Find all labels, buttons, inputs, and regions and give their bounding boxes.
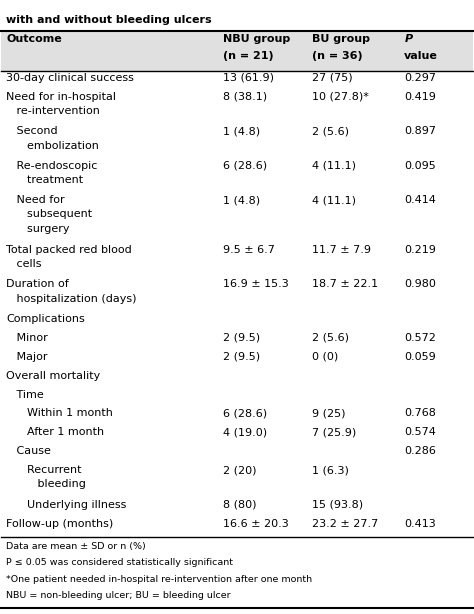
Text: 10 (27.8)*: 10 (27.8)* bbox=[312, 92, 369, 102]
Text: 30-day clinical success: 30-day clinical success bbox=[6, 73, 134, 83]
Text: 0.095: 0.095 bbox=[404, 161, 436, 171]
Text: 2 (9.5): 2 (9.5) bbox=[223, 333, 260, 343]
Bar bbox=[1, 31, 473, 71]
Text: 15 (93.8): 15 (93.8) bbox=[312, 500, 364, 510]
Text: re-intervention: re-intervention bbox=[6, 106, 100, 116]
Text: with and without bleeding ulcers: with and without bleeding ulcers bbox=[6, 15, 212, 25]
Text: After 1 month: After 1 month bbox=[6, 427, 104, 437]
Text: Duration of: Duration of bbox=[6, 279, 69, 289]
Text: 0.574: 0.574 bbox=[404, 427, 436, 437]
Text: Need for in-hospital: Need for in-hospital bbox=[6, 92, 116, 102]
Text: BU group: BU group bbox=[312, 34, 370, 44]
Text: 1 (6.3): 1 (6.3) bbox=[312, 465, 349, 475]
Text: 6 (28.6): 6 (28.6) bbox=[223, 408, 267, 418]
Text: 16.9 ± 15.3: 16.9 ± 15.3 bbox=[223, 279, 289, 289]
Text: 27 (75): 27 (75) bbox=[312, 73, 353, 83]
Text: Underlying illness: Underlying illness bbox=[6, 500, 127, 510]
Text: Recurrent: Recurrent bbox=[6, 465, 82, 475]
Text: surgery: surgery bbox=[6, 223, 70, 233]
Text: 9.5 ± 6.7: 9.5 ± 6.7 bbox=[223, 245, 275, 255]
Text: Within 1 month: Within 1 month bbox=[6, 408, 113, 418]
Text: 0.572: 0.572 bbox=[404, 333, 436, 343]
Text: Follow-up (months): Follow-up (months) bbox=[6, 518, 113, 529]
Text: Cause: Cause bbox=[6, 446, 51, 456]
Text: P: P bbox=[404, 34, 412, 44]
Text: 11.7 ± 7.9: 11.7 ± 7.9 bbox=[312, 245, 372, 255]
Text: Time: Time bbox=[6, 389, 44, 400]
Text: 0.980: 0.980 bbox=[404, 279, 436, 289]
Text: 1 (4.8): 1 (4.8) bbox=[223, 195, 260, 205]
Text: 2 (9.5): 2 (9.5) bbox=[223, 352, 260, 362]
Text: 8 (38.1): 8 (38.1) bbox=[223, 92, 267, 102]
Text: P ≤ 0.05 was considered statistically significant: P ≤ 0.05 was considered statistically si… bbox=[6, 558, 233, 567]
Text: 0.897: 0.897 bbox=[404, 126, 436, 136]
Text: 0.419: 0.419 bbox=[404, 92, 436, 102]
Text: 18.7 ± 22.1: 18.7 ± 22.1 bbox=[312, 279, 379, 289]
Text: 0 (0): 0 (0) bbox=[312, 352, 338, 362]
Text: Re-endoscopic: Re-endoscopic bbox=[6, 161, 98, 171]
Text: 8 (80): 8 (80) bbox=[223, 500, 256, 510]
Text: 0.286: 0.286 bbox=[404, 446, 436, 456]
Text: hospitalization (days): hospitalization (days) bbox=[6, 293, 137, 304]
Text: 2 (5.6): 2 (5.6) bbox=[312, 126, 349, 136]
Text: Data are mean ± SD or n (%): Data are mean ± SD or n (%) bbox=[6, 542, 146, 551]
Text: 0.297: 0.297 bbox=[404, 73, 436, 83]
Text: 2 (5.6): 2 (5.6) bbox=[312, 333, 349, 343]
Text: *One patient needed in-hospital re-intervention after one month: *One patient needed in-hospital re-inter… bbox=[6, 575, 312, 584]
Text: Major: Major bbox=[6, 352, 47, 362]
Text: Second: Second bbox=[6, 126, 58, 136]
Text: Overall mortality: Overall mortality bbox=[6, 371, 100, 381]
Text: 16.6 ± 20.3: 16.6 ± 20.3 bbox=[223, 518, 289, 529]
Text: 4 (19.0): 4 (19.0) bbox=[223, 427, 267, 437]
Text: treatment: treatment bbox=[6, 175, 83, 185]
Text: cells: cells bbox=[6, 259, 42, 270]
Text: 0.413: 0.413 bbox=[404, 518, 436, 529]
Text: 23.2 ± 27.7: 23.2 ± 27.7 bbox=[312, 518, 379, 529]
Text: 4 (11.1): 4 (11.1) bbox=[312, 161, 356, 171]
Text: Total packed red blood: Total packed red blood bbox=[6, 245, 132, 255]
Text: embolization: embolization bbox=[6, 141, 99, 150]
Text: 13 (61.9): 13 (61.9) bbox=[223, 73, 274, 83]
Text: Minor: Minor bbox=[6, 333, 48, 343]
Text: 2 (20): 2 (20) bbox=[223, 465, 256, 475]
Text: 4 (11.1): 4 (11.1) bbox=[312, 195, 356, 205]
Text: 0.768: 0.768 bbox=[404, 408, 436, 418]
Text: Outcome: Outcome bbox=[6, 34, 62, 44]
Text: NBU group: NBU group bbox=[223, 34, 290, 44]
Text: 0.219: 0.219 bbox=[404, 245, 436, 255]
Text: subsequent: subsequent bbox=[6, 209, 92, 219]
Text: 9 (25): 9 (25) bbox=[312, 408, 346, 418]
Text: Complications: Complications bbox=[6, 314, 85, 324]
Text: 0.059: 0.059 bbox=[404, 352, 436, 362]
Text: 1 (4.8): 1 (4.8) bbox=[223, 126, 260, 136]
Text: 6 (28.6): 6 (28.6) bbox=[223, 161, 267, 171]
Text: NBU = non-bleeding ulcer; BU = bleeding ulcer: NBU = non-bleeding ulcer; BU = bleeding … bbox=[6, 591, 231, 600]
Text: Need for: Need for bbox=[6, 195, 65, 205]
Text: bleeding: bleeding bbox=[6, 480, 86, 489]
Text: 7 (25.9): 7 (25.9) bbox=[312, 427, 356, 437]
Text: (n = 36): (n = 36) bbox=[312, 51, 363, 61]
Text: value: value bbox=[404, 51, 438, 61]
Text: 0.414: 0.414 bbox=[404, 195, 436, 205]
Text: (n = 21): (n = 21) bbox=[223, 51, 273, 61]
